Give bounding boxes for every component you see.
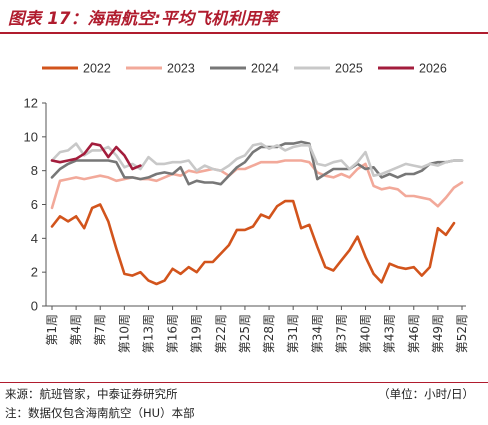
series-line-2023 bbox=[50, 159, 464, 210]
y-tick-label: 8 bbox=[31, 163, 38, 178]
legend-label-2023: 2023 bbox=[167, 62, 195, 76]
x-tick-label: 第10周 bbox=[117, 314, 131, 353]
x-tick-label: 第19周 bbox=[190, 314, 204, 353]
y-tick-label: 0 bbox=[31, 299, 38, 314]
title-divider bbox=[0, 32, 488, 34]
x-tick-label: 第25周 bbox=[238, 314, 252, 353]
footer-divider bbox=[0, 382, 488, 383]
x-tick-label: 第16周 bbox=[166, 314, 180, 353]
series-line-2024 bbox=[50, 140, 464, 186]
y-tick-label: 2 bbox=[31, 265, 38, 280]
chart-title: 图表 17：海南航空:平均飞机利用率 bbox=[8, 9, 278, 28]
x-tick-label: 第49周 bbox=[431, 314, 445, 353]
y-axis: 0 2 4 6 8 10 12 bbox=[24, 96, 47, 314]
chart-legend: 2022 2023 2024 2025 2026 bbox=[42, 62, 447, 76]
unit-label: （单位：小时/日） bbox=[378, 387, 474, 401]
legend-label-2026: 2026 bbox=[419, 62, 447, 76]
x-tick-label: 第28周 bbox=[262, 314, 276, 353]
series-line-2026 bbox=[50, 142, 142, 171]
x-tick-label: 第31周 bbox=[286, 314, 300, 353]
legend-label-2022: 2022 bbox=[83, 62, 111, 76]
x-tick-label: 第13周 bbox=[141, 314, 155, 353]
x-tick-label: 第7周 bbox=[93, 314, 107, 346]
y-tick-label: 10 bbox=[24, 129, 38, 144]
y-tick-label: 6 bbox=[31, 197, 38, 212]
x-tick-label: 第1周 bbox=[45, 314, 59, 346]
x-tick-label: 第40周 bbox=[359, 314, 373, 353]
x-tick-label: 第43周 bbox=[383, 314, 397, 353]
x-tick-label: 第34周 bbox=[310, 314, 324, 353]
x-tick-label: 第4周 bbox=[69, 314, 83, 346]
data-note: 注：数据仅包含海南航空（HU）本部 bbox=[5, 406, 195, 420]
source-note: 来源：航班管家，中泰证券研究所 bbox=[5, 387, 178, 401]
series-lines bbox=[50, 140, 464, 286]
x-axis: 第1周 第4周 第7周 第10周 第13周 第16周 第19周 第22周 第25周 第28周 第31… bbox=[45, 305, 469, 353]
x-tick-label: 第37周 bbox=[334, 314, 348, 353]
y-tick-label: 12 bbox=[24, 96, 38, 111]
series-line-2022 bbox=[50, 199, 456, 286]
x-tick-label: 第22周 bbox=[214, 314, 228, 353]
legend-label-2024: 2024 bbox=[251, 62, 279, 76]
series-line-2025 bbox=[50, 142, 464, 177]
x-tick-label: 第52周 bbox=[455, 314, 469, 353]
x-tick-label: 第46周 bbox=[407, 314, 421, 353]
y-tick-label: 4 bbox=[31, 231, 38, 246]
line-chart: 2022 2023 2024 2025 2026 0 2 4 6 8 10 12 第1周 第4周 第7周… bbox=[24, 62, 469, 354]
legend-label-2025: 2025 bbox=[335, 62, 363, 76]
